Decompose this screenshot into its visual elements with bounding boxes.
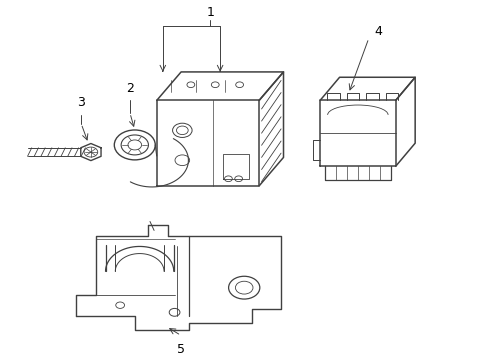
Text: 1: 1	[206, 5, 214, 18]
Text: 2: 2	[126, 82, 134, 95]
Text: 4: 4	[374, 25, 382, 38]
Text: 3: 3	[77, 96, 85, 109]
Text: 5: 5	[177, 343, 185, 356]
